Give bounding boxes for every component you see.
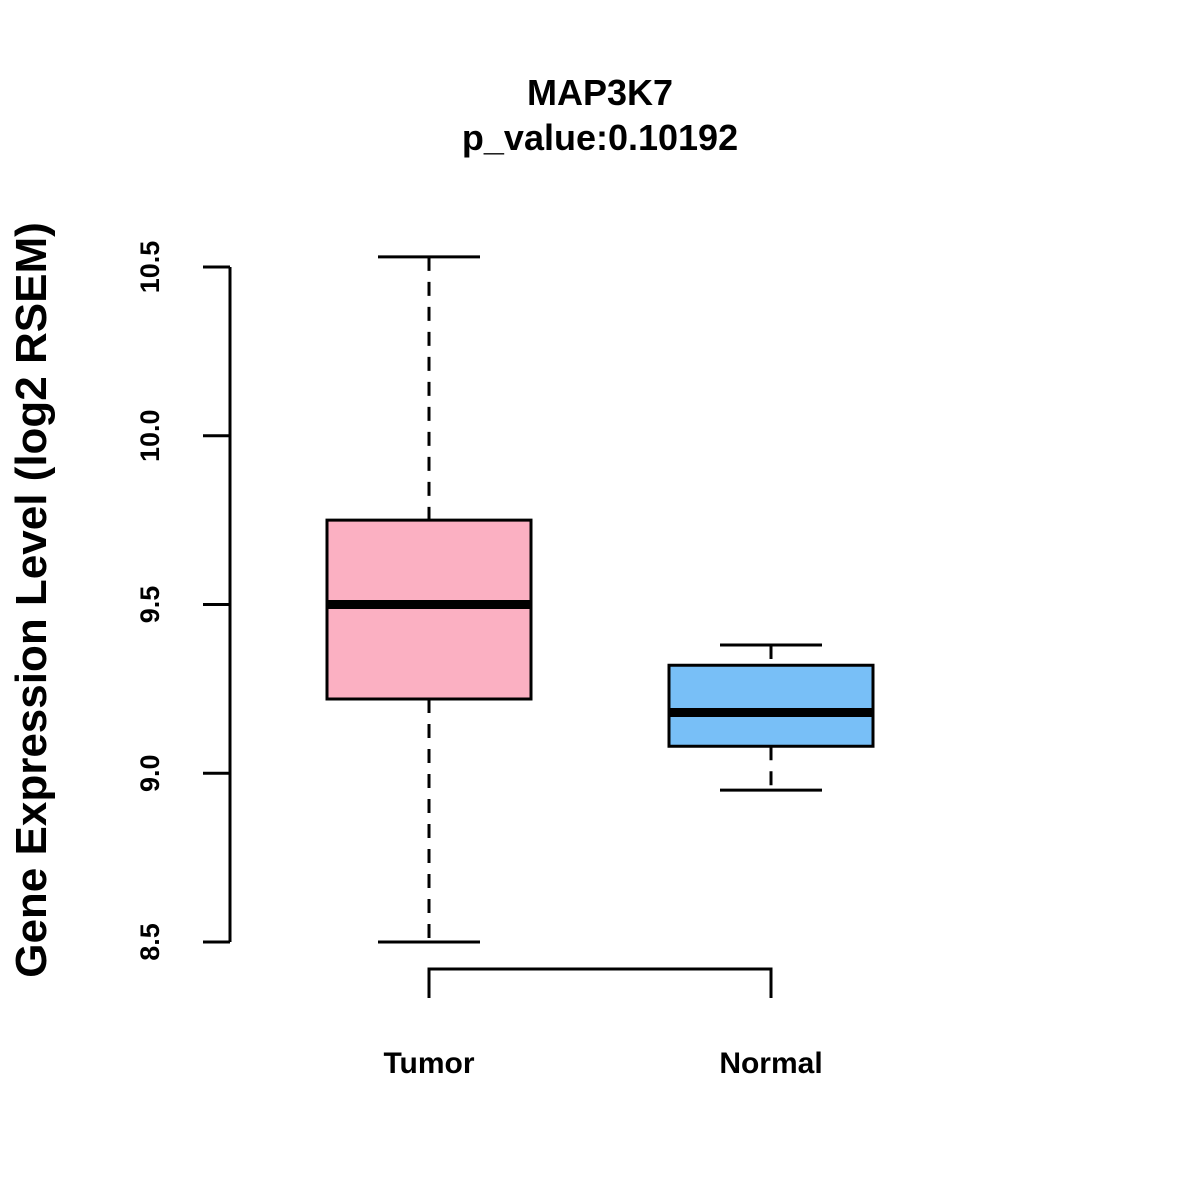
chart-title: MAP3K7 bbox=[527, 72, 673, 113]
box-tumor bbox=[325, 255, 533, 944]
iqr-box bbox=[667, 663, 875, 748]
box-normal bbox=[667, 643, 875, 792]
y-tick-label: 10.0 bbox=[135, 409, 165, 462]
iqr-box bbox=[325, 518, 533, 701]
comparison-bracket bbox=[427, 967, 773, 998]
y-tick-label: 10.5 bbox=[135, 241, 165, 294]
y-tick-label: 9.5 bbox=[135, 586, 165, 624]
bracket-line bbox=[427, 967, 773, 998]
y-axis: 8.5 9.0 9.5 10.0 10.5 bbox=[135, 241, 232, 961]
boxes-layer bbox=[325, 255, 875, 944]
category-label-normal: Normal bbox=[719, 1047, 822, 1080]
y-tick-label: 8.5 bbox=[135, 923, 165, 961]
y-tick-label: 9.0 bbox=[135, 754, 165, 792]
chart-subtitle: p_value:0.10192 bbox=[462, 117, 738, 158]
category-labels: Tumor Normal bbox=[383, 1047, 822, 1080]
y-axis-label: Gene Expression Level (log2 RSEM) bbox=[7, 222, 56, 978]
category-label-tumor: Tumor bbox=[383, 1047, 474, 1080]
